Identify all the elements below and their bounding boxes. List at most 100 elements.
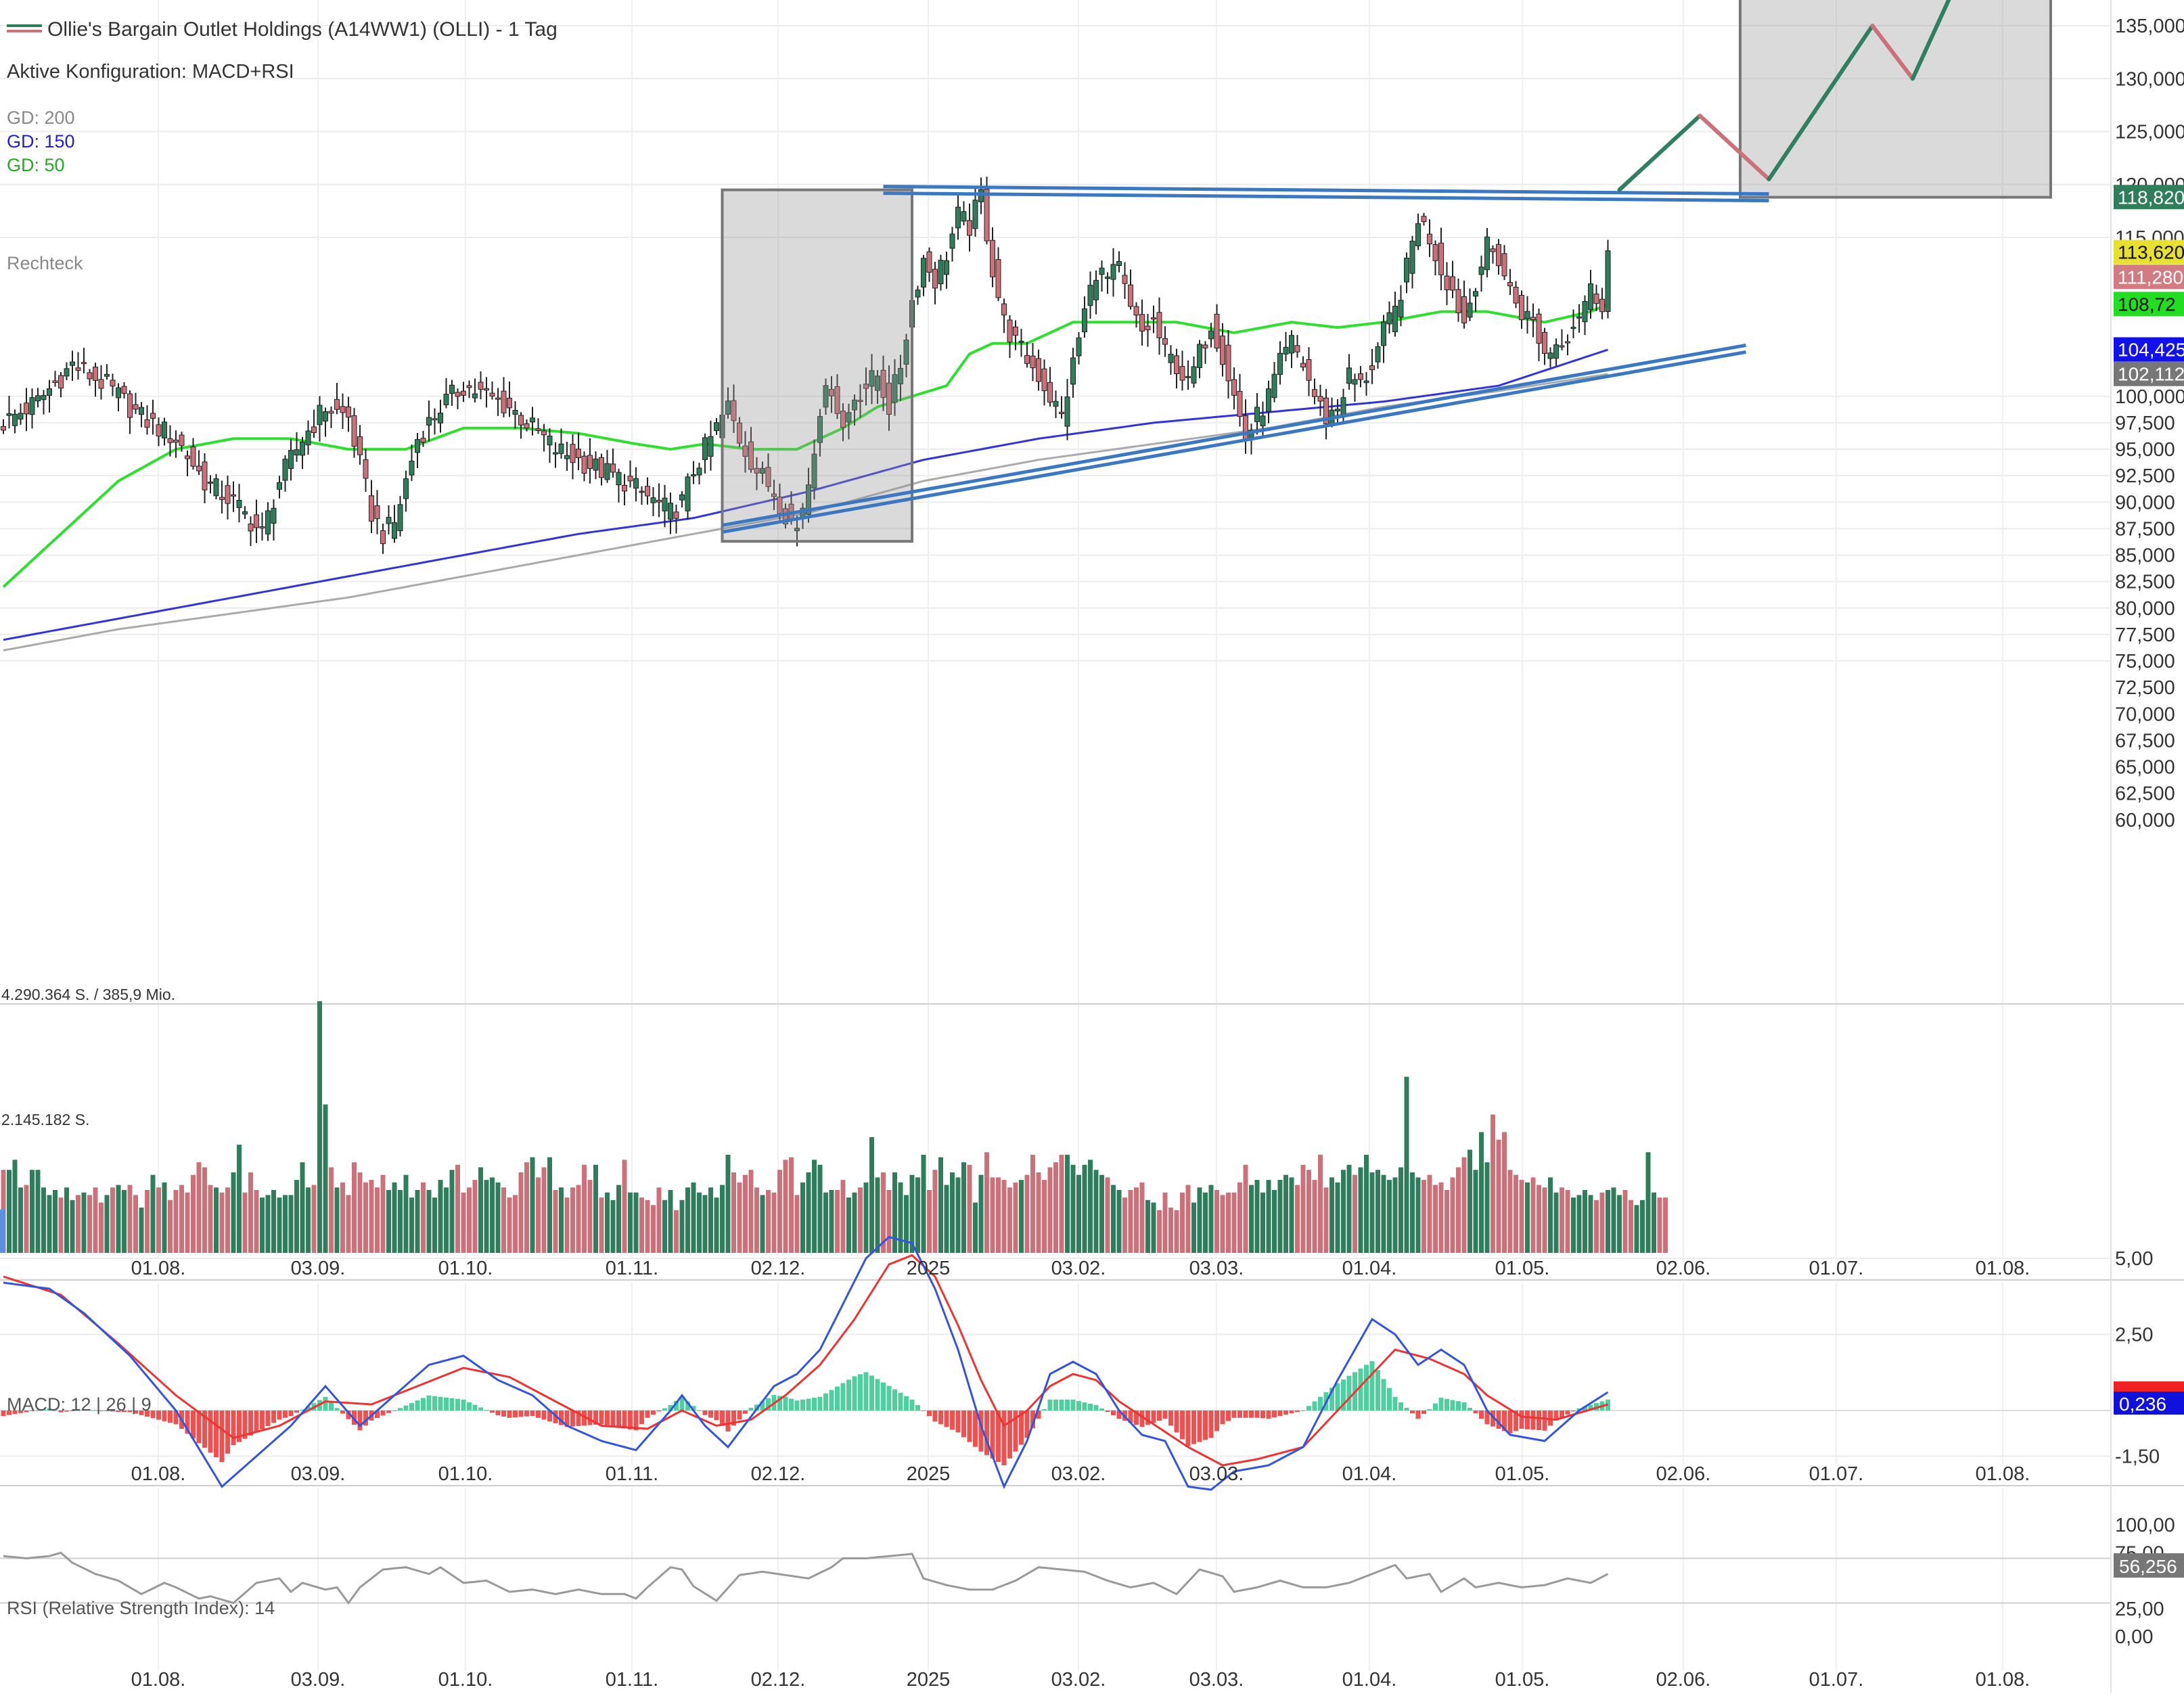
price-axis-tick: 95,000 — [2115, 439, 2175, 461]
candle-body — [633, 478, 639, 489]
macd-histogram-bar — [386, 1411, 391, 1413]
volume-bar — [501, 1187, 506, 1253]
candle-body — [1461, 296, 1467, 323]
candle-body — [1059, 411, 1064, 415]
volume-bar — [168, 1199, 173, 1253]
macd-histogram-bar — [794, 1400, 800, 1411]
macd-histogram-bar — [58, 1411, 64, 1413]
volume-bar — [145, 1190, 150, 1253]
macd-histogram-bar — [1111, 1411, 1116, 1416]
candle-body — [1191, 366, 1197, 384]
macd-histogram-bar — [1099, 1408, 1104, 1411]
macd-histogram-bar — [1231, 1411, 1237, 1418]
candle-body — [265, 510, 271, 534]
price-value-label: 113,620 — [2118, 242, 2184, 263]
legend-gd200[interactable]: GD: 200 — [7, 108, 75, 128]
volume-bar — [1105, 1177, 1110, 1253]
volume-bar — [1030, 1154, 1035, 1253]
macd-histogram-bar — [1203, 1411, 1208, 1440]
price-axis-tick: 80,000 — [2115, 598, 2175, 620]
macd-histogram-bar — [12, 1411, 18, 1415]
candle-body — [984, 189, 990, 242]
macd-histogram-bar — [1565, 1411, 1570, 1415]
volume-bar — [1484, 1162, 1490, 1253]
volume-bar — [1537, 1185, 1541, 1253]
macd-histogram-bar — [1105, 1411, 1110, 1413]
volume-bar — [593, 1164, 598, 1253]
macd-histogram-bar — [1525, 1411, 1530, 1429]
candle-body — [397, 504, 403, 532]
volume-bar — [323, 1104, 328, 1253]
volume-bar — [288, 1195, 294, 1253]
candle-body — [685, 476, 691, 511]
macd-histogram-bar — [570, 1411, 575, 1427]
candle-body — [438, 413, 443, 423]
volume-bar — [1519, 1180, 1524, 1253]
volume-bar — [352, 1162, 357, 1253]
volume-bar — [306, 1187, 311, 1253]
candle-body — [892, 374, 898, 403]
macd-histogram-bar — [1145, 1411, 1150, 1425]
candle-body — [1162, 338, 1168, 345]
volume-bar — [628, 1192, 633, 1253]
x-axis-tick: 02.12. — [751, 1463, 806, 1485]
price-axis-tick: 75,000 — [2115, 651, 2175, 672]
candle-body — [179, 434, 185, 446]
volume-bar — [1553, 1192, 1559, 1253]
macd-histogram-bar — [1024, 1411, 1030, 1438]
macd-histogram-bar — [432, 1396, 437, 1411]
candle-body — [1455, 289, 1461, 313]
drawing-label[interactable]: Rechteck — [7, 253, 83, 273]
candle-body — [967, 220, 972, 236]
candle-body — [305, 430, 311, 446]
price-value-label: 104,425 — [2118, 340, 2184, 361]
volume-bar — [846, 1197, 851, 1253]
volume-bar — [748, 1170, 754, 1253]
macd-histogram-bar — [610, 1411, 616, 1427]
legend-gd50[interactable]: GD: 50 — [7, 155, 65, 175]
candle-body — [1064, 396, 1070, 427]
legend-gd150[interactable]: GD: 150 — [7, 131, 75, 152]
candle-body — [1197, 344, 1202, 368]
volume-bar — [300, 1162, 305, 1253]
candle-body — [87, 372, 93, 380]
candle-body — [1220, 336, 1225, 365]
x-axis-tick: 03.09. — [291, 1463, 346, 1485]
candle-body — [1346, 367, 1352, 384]
volume-bar — [1249, 1185, 1254, 1253]
volume-bar — [1013, 1182, 1018, 1253]
candle-body — [593, 458, 599, 471]
rsi-label: RSI (Relative Strength Index): 14 — [7, 1598, 275, 1618]
macd-histogram-bar — [559, 1411, 564, 1425]
candle-body — [501, 390, 507, 413]
candle-body — [478, 382, 484, 390]
volume-bar — [1507, 1170, 1513, 1253]
candle-body — [748, 441, 754, 470]
candle-body — [840, 411, 846, 428]
macd-histogram-bar — [950, 1411, 955, 1430]
macd-histogram-bar — [1162, 1411, 1168, 1419]
macd-histogram-bar — [662, 1408, 667, 1411]
candle-body — [1214, 313, 1220, 349]
candle-body — [1421, 216, 1427, 223]
volume-bar — [202, 1167, 207, 1253]
volume-bar — [455, 1164, 460, 1253]
volume-bar — [990, 1177, 995, 1253]
macd-histogram-bar — [978, 1411, 984, 1452]
macd-histogram-bar — [1197, 1411, 1202, 1442]
volume-bar — [691, 1182, 696, 1253]
candle-body — [1432, 244, 1438, 261]
macd-histogram-bar — [720, 1411, 725, 1426]
macd-histogram-bar — [881, 1382, 886, 1411]
macd-histogram-bar — [1588, 1404, 1593, 1411]
volume-bar — [317, 1001, 322, 1253]
macd-histogram-bar — [1427, 1408, 1432, 1411]
volume-bar — [196, 1162, 202, 1253]
x-axis-tick: 01.08. — [1976, 1258, 2030, 1279]
x-axis-tick: 02.12. — [751, 1669, 806, 1691]
candle-body — [1599, 298, 1605, 313]
macd-histogram-bar — [346, 1411, 351, 1419]
candle-body — [731, 400, 737, 421]
macd-histogram-bar — [582, 1411, 587, 1426]
